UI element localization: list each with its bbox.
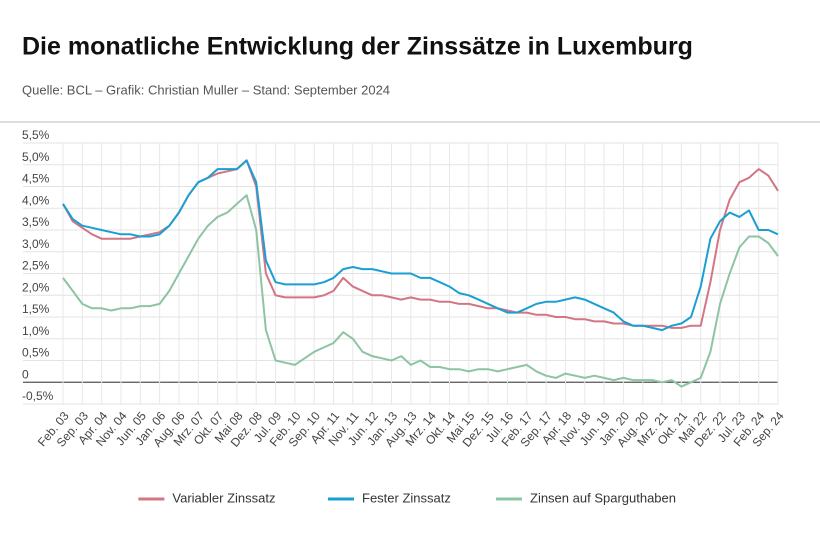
series-line xyxy=(62,159,779,332)
y-tick-label: 5,5% xyxy=(22,128,50,142)
chart-title: Die monatliche Entwicklung der Zinssätze… xyxy=(22,33,693,61)
y-tick-label: 2,0% xyxy=(22,280,50,294)
y-tick-label: 1,0% xyxy=(22,324,50,338)
y-tick-label: -0,5% xyxy=(22,389,54,403)
legend-label: Variabler Zinssatz xyxy=(172,490,275,505)
y-tick-label: 3,0% xyxy=(22,237,50,251)
y-tick-label: 0 xyxy=(22,367,29,381)
y-tick-label: 0,5% xyxy=(22,346,50,360)
series-line xyxy=(62,194,779,388)
y-tick-label: 4,5% xyxy=(22,172,50,186)
y-tick-label: 2,5% xyxy=(22,259,50,273)
legend-label: Zinsen auf Sparguthaben xyxy=(530,490,676,505)
y-tick-label: 4,0% xyxy=(22,193,50,207)
series-line xyxy=(62,159,779,329)
y-tick-label: 1,5% xyxy=(22,302,50,316)
y-tick-label: 5,0% xyxy=(22,150,50,164)
legend-label: Fester Zinssatz xyxy=(362,490,451,505)
chart-subtitle: Quelle: BCL – Grafik: Christian Muller –… xyxy=(22,82,390,97)
y-tick-label: 3,5% xyxy=(22,215,50,229)
